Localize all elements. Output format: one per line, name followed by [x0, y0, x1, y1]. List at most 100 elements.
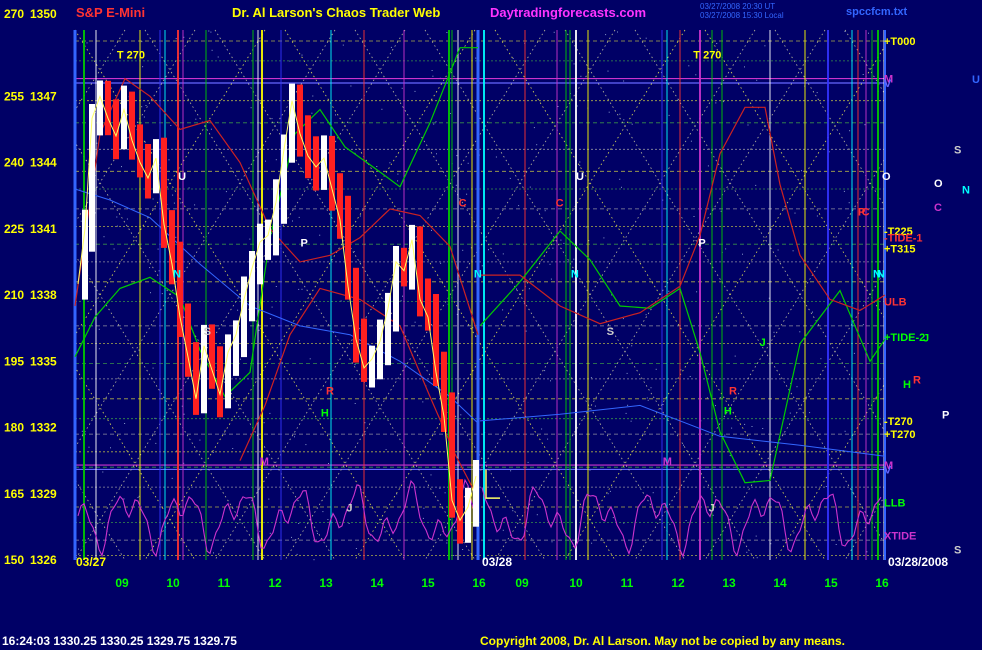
lattice-line	[284, 29, 616, 561]
star-dot	[662, 199, 664, 201]
star-dot	[158, 270, 160, 272]
price-bar	[97, 80, 103, 136]
star-dot	[495, 156, 497, 158]
star-dot	[271, 118, 273, 120]
star-dot	[211, 49, 213, 51]
star-dot	[170, 125, 172, 126]
y-tick-degree: 255	[4, 89, 24, 103]
lattice-line	[214, 29, 546, 561]
star-dot	[528, 288, 530, 290]
star-dot	[696, 291, 698, 293]
star-dot	[238, 415, 240, 417]
price-bar	[225, 334, 231, 409]
star-dot	[668, 290, 670, 292]
star-dot	[210, 31, 212, 33]
day1-date-label: 03/27	[76, 555, 106, 569]
star-dot	[116, 225, 118, 227]
star-dot	[809, 389, 811, 391]
star-dot	[138, 349, 140, 351]
star-dot	[258, 329, 260, 331]
star-dot	[249, 238, 251, 240]
star-dot	[789, 412, 791, 414]
last-price-marker	[485, 469, 500, 499]
star-dot	[328, 463, 329, 464]
star-dot	[322, 511, 324, 513]
panel1-label: H	[321, 407, 329, 419]
panel2-label: H	[724, 405, 732, 417]
star-dot	[195, 118, 197, 120]
panel2-label: R	[729, 385, 737, 397]
star-dot	[439, 487, 441, 489]
star-dot	[94, 111, 96, 113]
panel1-label: T 270	[117, 50, 145, 62]
star-dot	[355, 548, 357, 549]
star-dot	[298, 340, 300, 342]
star-dot	[621, 186, 622, 188]
star-dot	[335, 114, 336, 116]
y-tick-degree: 225	[4, 222, 24, 236]
star-dot	[809, 412, 811, 414]
x-tick-day2: 16	[875, 576, 889, 590]
star-dot	[868, 32, 869, 34]
star-dot	[319, 234, 321, 236]
panel2-label: C	[556, 198, 564, 210]
star-dot	[354, 152, 356, 154]
price-bar	[257, 223, 263, 285]
x-tick-day2: 15	[824, 576, 838, 590]
star-dot	[646, 397, 648, 399]
panel1-label: N	[173, 268, 181, 280]
lattice-line	[424, 29, 756, 561]
star-dot	[183, 36, 185, 38]
star-dot	[502, 529, 504, 531]
edge-label: N	[873, 268, 881, 280]
star-dot	[589, 469, 591, 471]
right-level-label: -T225	[884, 226, 913, 238]
star-dot	[626, 372, 628, 374]
star-dot	[348, 523, 350, 524]
footer-quote: 16:24:03 1330.25 1330.25 1329.75 1329.75	[2, 634, 237, 648]
star-dot	[755, 184, 757, 186]
price-bar	[185, 303, 191, 377]
star-dot	[436, 153, 437, 155]
star-dot	[525, 330, 527, 332]
star-dot	[544, 210, 546, 212]
star-dot	[529, 186, 531, 188]
star-dot	[181, 405, 183, 407]
price-bar	[217, 346, 223, 418]
panel2-label: N	[877, 268, 885, 280]
star-dot	[309, 358, 311, 360]
right-level-label: +T270	[884, 429, 916, 441]
star-dot	[456, 313, 458, 315]
price-bar	[193, 342, 199, 415]
star-dot	[431, 70, 433, 71]
right-level-label: LLB	[884, 498, 905, 510]
price-bar	[177, 241, 183, 337]
right-level-label: V	[884, 78, 892, 90]
price-bar	[473, 460, 479, 527]
star-dot	[799, 331, 801, 333]
star-dot	[144, 141, 146, 143]
star-dot	[481, 265, 483, 267]
panel2-label: P	[698, 237, 705, 249]
lattice-line	[4, 29, 336, 561]
right-level-label: V	[884, 464, 892, 476]
star-dot	[862, 74, 864, 75]
star-dot	[510, 470, 512, 472]
star-dot	[400, 300, 402, 302]
panel2-label: U	[576, 171, 584, 183]
star-dot	[269, 318, 271, 320]
lattice-line	[354, 29, 686, 561]
star-dot	[502, 309, 504, 311]
star-dot	[536, 144, 538, 146]
star-dot	[560, 239, 562, 241]
star-dot	[816, 92, 818, 94]
star-dot	[552, 247, 554, 249]
price-bar	[153, 139, 159, 194]
star-dot	[725, 248, 727, 250]
star-dot	[844, 31, 846, 32]
star-dot	[263, 422, 265, 424]
star-dot	[446, 32, 448, 33]
header-price-top: 1350	[30, 7, 57, 21]
lattice-line	[214, 29, 546, 561]
lattice-line	[144, 29, 476, 561]
